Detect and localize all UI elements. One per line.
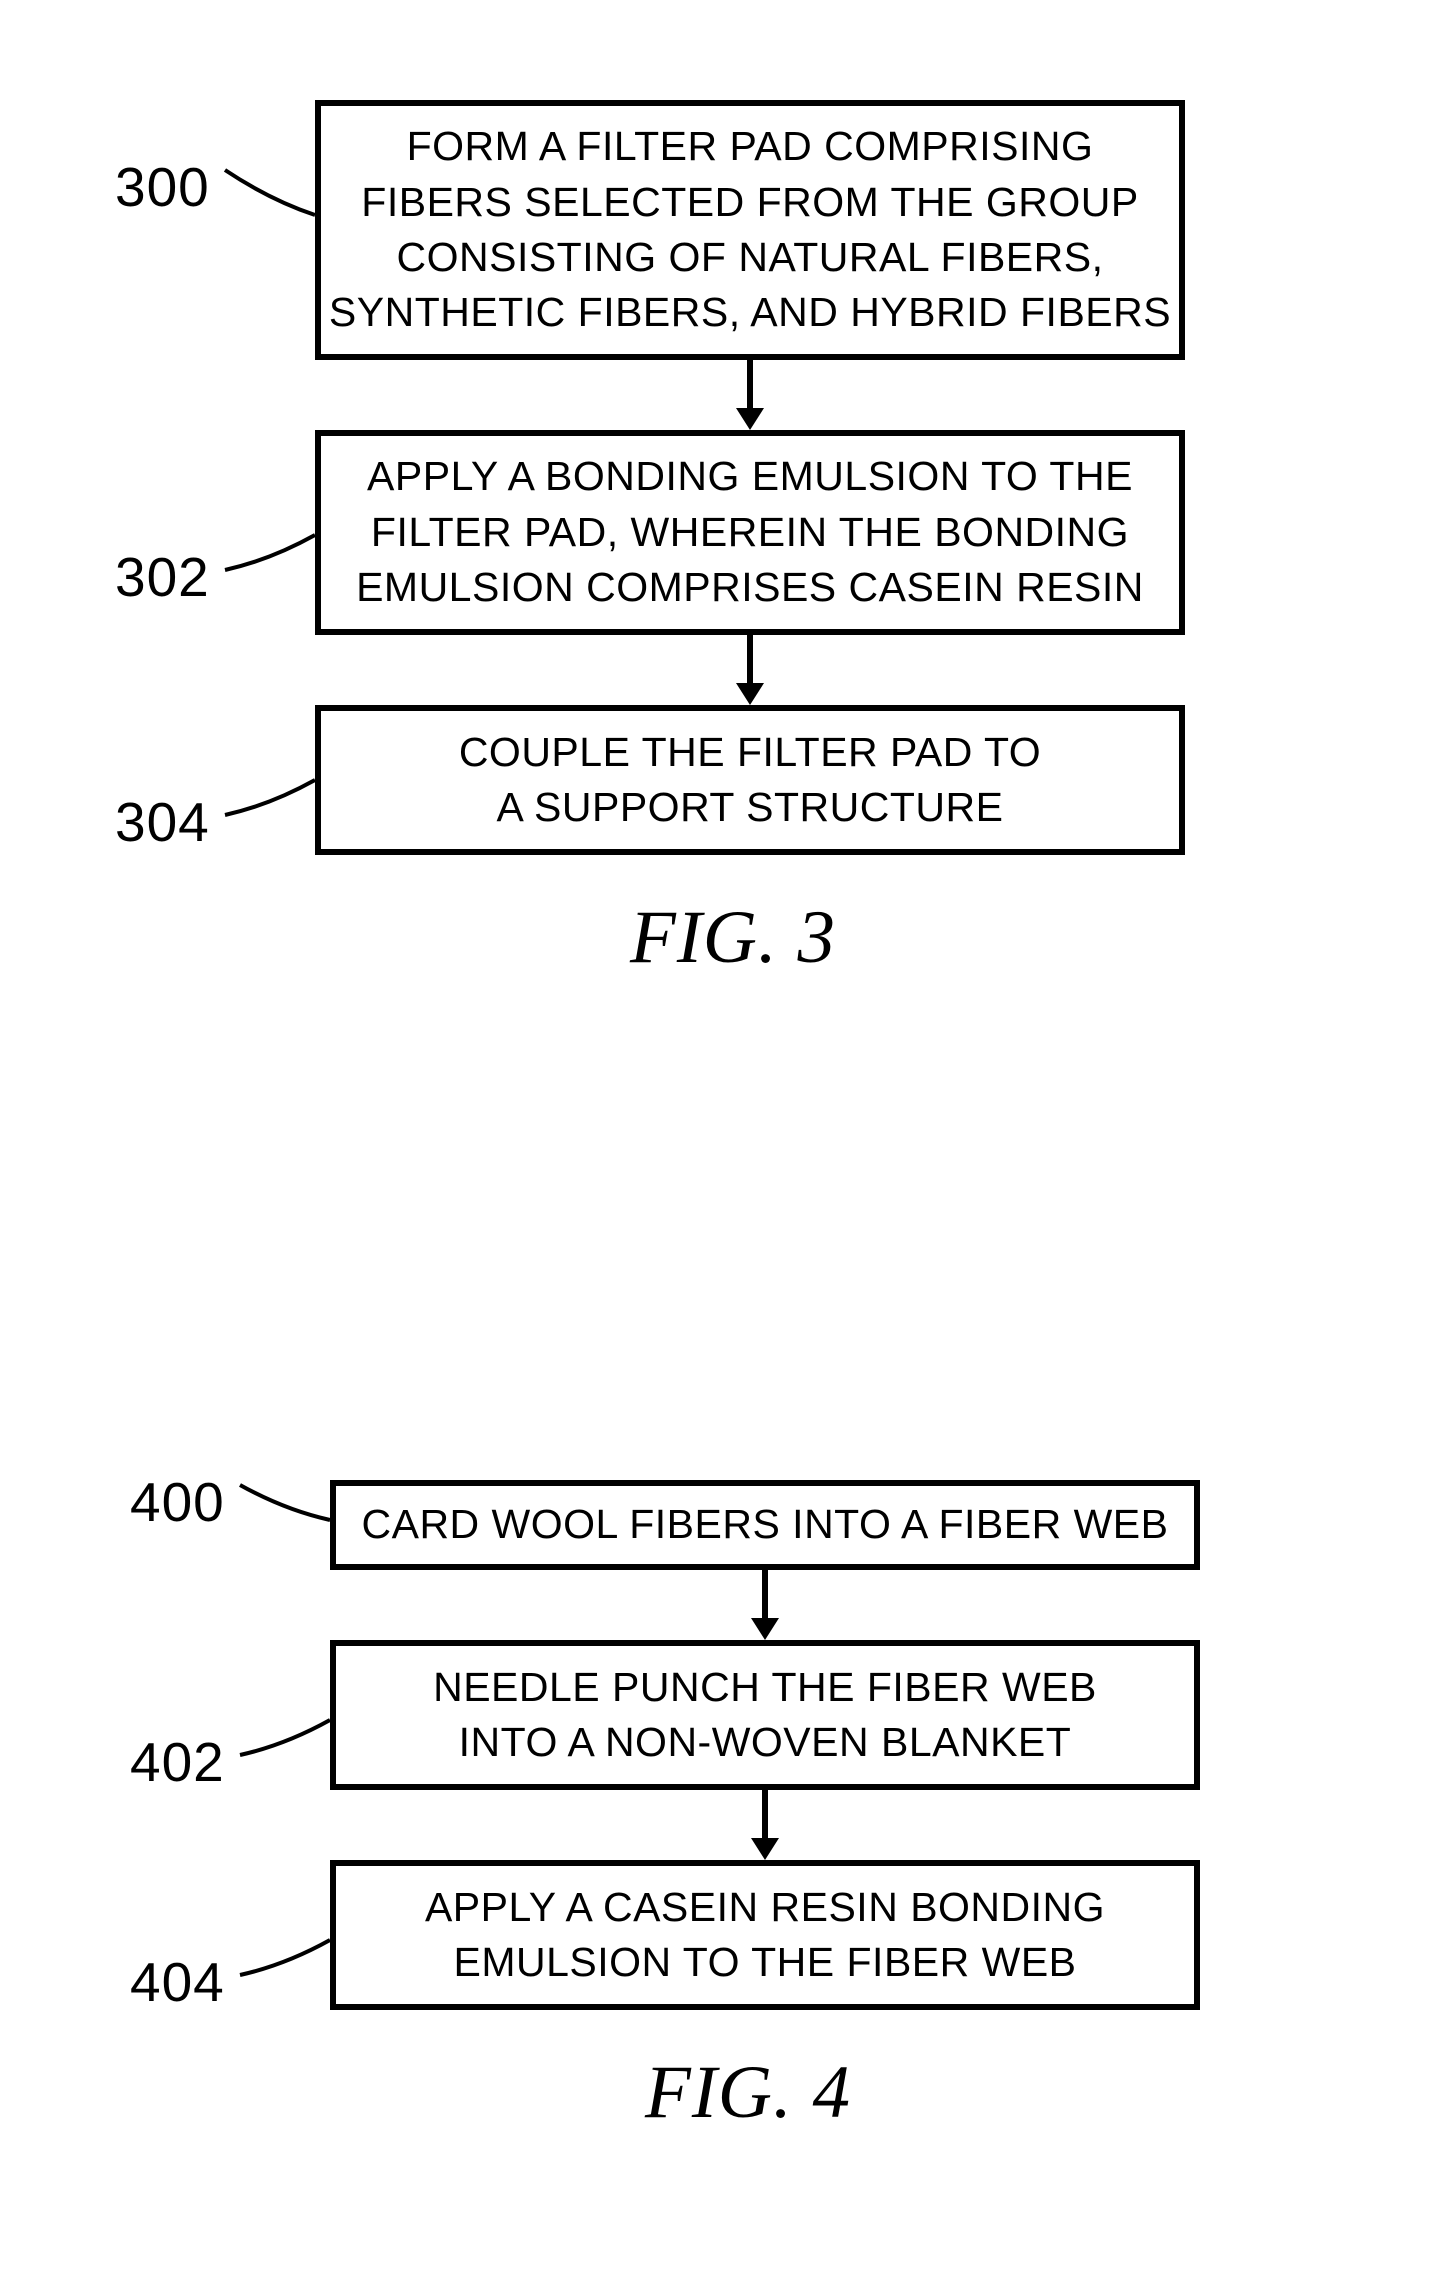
ref-label-302: 302 xyxy=(115,545,210,609)
box-304-text: COUPLE THE FILTER PAD TO A SUPPORT STRUC… xyxy=(459,725,1041,836)
box-302-text: APPLY A BONDING EMULSION TO THE FILTER P… xyxy=(356,449,1144,615)
ref-label-304: 304 xyxy=(115,790,210,854)
patent-figures-page: FORM A FILTER PAD COMPRISING FIBERS SELE… xyxy=(0,0,1432,2295)
ref-label-400: 400 xyxy=(130,1470,225,1534)
flowchart-box-302: APPLY A BONDING EMULSION TO THE FILTER P… xyxy=(315,430,1185,635)
flowchart-box-304: COUPLE THE FILTER PAD TO A SUPPORT STRUC… xyxy=(315,705,1185,855)
flowchart-box-400: CARD WOOL FIBERS INTO A FIBER WEB xyxy=(330,1480,1200,1570)
ref-label-402: 402 xyxy=(130,1730,225,1794)
box-400-text: CARD WOOL FIBERS INTO A FIBER WEB xyxy=(361,1497,1168,1552)
flowchart-box-402: NEEDLE PUNCH THE FIBER WEB INTO A NON-WO… xyxy=(330,1640,1200,1790)
ref-label-300: 300 xyxy=(115,155,210,219)
flowchart-box-300: FORM A FILTER PAD COMPRISING FIBERS SELE… xyxy=(315,100,1185,360)
flowchart-box-404: APPLY A CASEIN RESIN BONDING EMULSION TO… xyxy=(330,1860,1200,2010)
box-404-text: APPLY A CASEIN RESIN BONDING EMULSION TO… xyxy=(425,1880,1105,1991)
box-402-text: NEEDLE PUNCH THE FIBER WEB INTO A NON-WO… xyxy=(433,1660,1097,1771)
figure-4-caption: FIG. 4 xyxy=(645,2050,851,2136)
figure-3-caption: FIG. 3 xyxy=(630,895,836,981)
ref-label-404: 404 xyxy=(130,1950,225,2014)
box-300-text: FORM A FILTER PAD COMPRISING FIBERS SELE… xyxy=(329,119,1171,340)
